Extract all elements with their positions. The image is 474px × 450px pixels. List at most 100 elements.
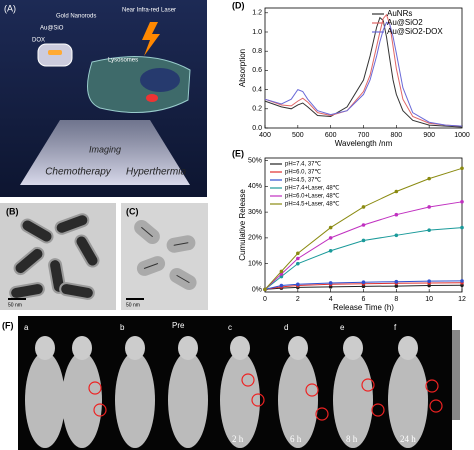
label: Au@SiO <box>40 26 64 32</box>
hotspot <box>146 94 158 102</box>
y-tick-label: 0.4 <box>252 86 262 93</box>
series-line <box>264 13 463 127</box>
y-tick-label: 1.2 <box>252 10 262 17</box>
data-point <box>361 238 366 243</box>
mouse-body <box>388 352 428 448</box>
data-point <box>296 261 300 266</box>
region-marker <box>361 378 375 392</box>
colorbar <box>452 330 460 420</box>
panel-label: (A) <box>4 3 16 13</box>
nucleus <box>140 68 180 92</box>
mouse-label: Pre <box>172 321 185 330</box>
y-tick-label: 50% <box>248 157 262 164</box>
series-line <box>264 280 463 290</box>
x-tick-label: 12 <box>458 296 466 303</box>
mouse-head <box>398 336 418 360</box>
laser-bolt <box>142 22 160 56</box>
data-point <box>296 256 300 261</box>
time-label: 6 h <box>290 434 302 444</box>
scale-label: 50 nm <box>126 302 140 308</box>
label: DOX <box>32 38 45 44</box>
label: Gold Nanorods <box>56 14 96 20</box>
data-point <box>460 283 464 288</box>
data-point <box>427 283 431 288</box>
y-tick-label: 10% <box>248 260 262 267</box>
x-tick-label: 800 <box>390 132 402 139</box>
mouse-body <box>278 352 318 448</box>
data-point <box>460 279 464 283</box>
data-point <box>328 281 333 285</box>
panel-label: (C) <box>126 206 139 216</box>
series-line <box>264 21 463 127</box>
x-tick-label: 600 <box>325 132 337 139</box>
legend-label: pH=6.0, 37℃ <box>285 170 322 176</box>
x-tick-label: 900 <box>423 132 435 139</box>
series-line <box>264 282 463 290</box>
panel-a: (A) Gold Nanorods Au@SiO DOX Near Infra-… <box>0 0 207 197</box>
time-label: 8 h <box>346 434 358 444</box>
panel-label: (B) <box>6 206 19 216</box>
region-marker <box>315 407 329 421</box>
legend-label: pH=4.5+Laser, 48℃ <box>285 202 340 208</box>
mouse-head <box>72 336 92 360</box>
mouse-head <box>288 336 308 360</box>
label: Near Infra-red Laser <box>122 8 176 14</box>
x-tick-label: 400 <box>259 132 271 139</box>
mouse-label: e <box>340 323 345 332</box>
x-tick-label: 6 <box>362 296 366 303</box>
series-line <box>264 227 463 290</box>
panel-b: (B) 50 nm <box>0 203 116 310</box>
legend-label: Au@SiO2-DOX <box>387 27 443 36</box>
label: Lysosomes <box>108 58 138 64</box>
data-point <box>279 283 284 288</box>
y-tick-label: 0.6 <box>252 67 262 74</box>
legend-label: pH=4.5, 37℃ <box>285 178 322 184</box>
mouse-label: d <box>284 323 288 332</box>
region-marker <box>88 381 102 395</box>
y-axis-label: Cumulative Release <box>238 189 247 261</box>
rod <box>48 50 62 55</box>
panel-c: (C) 50 nm <box>121 203 208 310</box>
data-point <box>328 285 333 289</box>
region-marker <box>371 403 385 417</box>
mouse-body <box>168 352 208 448</box>
data-point <box>427 205 431 209</box>
mouse-label: f <box>394 323 397 332</box>
data-point <box>460 225 464 230</box>
mouse-head <box>230 336 250 360</box>
scale-label: 50 nm <box>8 302 22 308</box>
label: Imaging <box>89 144 121 154</box>
light-cone <box>20 120 190 185</box>
y-tick-label: 0.0 <box>252 125 262 132</box>
legend-label: AuNRs <box>387 9 412 18</box>
data-point <box>361 284 366 289</box>
panel-label: (F) <box>2 320 14 330</box>
mouse-body <box>25 352 65 448</box>
x-tick-label: 1000 <box>454 132 470 139</box>
time-label: 24 h <box>400 434 416 444</box>
mouse-head <box>35 336 55 360</box>
y-tick-label: 40% <box>248 183 262 190</box>
tem-image <box>121 203 208 310</box>
mouse-body <box>333 352 373 448</box>
data-point <box>279 269 284 274</box>
series-line <box>264 284 463 290</box>
region-marker <box>425 379 439 393</box>
y-tick-label: 0.2 <box>252 106 262 113</box>
region-marker <box>93 403 107 417</box>
x-tick-label: 8 <box>394 296 398 303</box>
data-point <box>361 280 366 285</box>
x-tick-label: 2 <box>296 296 300 303</box>
region-marker <box>251 393 265 407</box>
data-point <box>394 279 399 284</box>
legend-label: Au@SiO2 <box>387 18 423 27</box>
series-line <box>264 167 463 290</box>
x-tick-label: 700 <box>358 132 370 139</box>
mouse-label: c <box>228 323 232 332</box>
mouse-body <box>220 352 260 448</box>
data-point <box>279 274 284 279</box>
data-point <box>296 251 300 256</box>
data-point <box>328 225 333 230</box>
y-tick-label: 1.0 <box>252 29 262 36</box>
data-point <box>460 166 464 171</box>
